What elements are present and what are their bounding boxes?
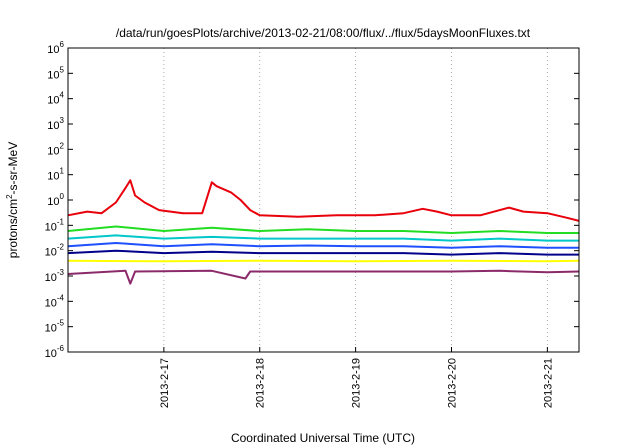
plot-frame bbox=[67, 47, 580, 353]
series-layer bbox=[67, 179, 580, 285]
x-tick-label: 2013-2-20 bbox=[446, 358, 458, 408]
x-axis-label: Coordinated Universal Time (UTC) bbox=[231, 431, 415, 445]
series-line-0 bbox=[67, 179, 580, 222]
x-tick-label: 2013-2-18 bbox=[255, 358, 267, 408]
x-axis: 2013-2-17 2013-2-18 2013-2-19 2013-2-20 2013… bbox=[159, 347, 554, 408]
series-line-6 bbox=[67, 269, 580, 285]
y-tick-label: 102 bbox=[47, 141, 64, 157]
y-tick-label: 105 bbox=[47, 65, 64, 81]
y-tick-label: 10-4 bbox=[45, 293, 65, 309]
y-tick-label: 10-6 bbox=[45, 344, 65, 360]
y-tick-label: 101 bbox=[47, 167, 64, 183]
grid bbox=[163, 48, 548, 352]
series-line-2 bbox=[67, 234, 579, 242]
y-axis-label-base: protons/cm bbox=[6, 199, 20, 258]
series-line-4 bbox=[67, 249, 579, 256]
x-tick-label: 2013-2-21 bbox=[542, 358, 554, 408]
y-tick-label: 10-1 bbox=[45, 217, 65, 233]
y-tick-label: 10-2 bbox=[45, 243, 65, 259]
x-tick-label: 2013-2-17 bbox=[159, 358, 171, 408]
y-tick-label: 100 bbox=[47, 192, 64, 208]
y-axis-label-rest: -s-sr-MeV bbox=[6, 142, 20, 195]
y-tick-label: 103 bbox=[47, 116, 64, 132]
y-axis: 10-6 10-5 10-4 10-3 10-2 10-1 100 101 102 103 104 1… bbox=[45, 40, 579, 360]
x-tick-label: 2013-2-19 bbox=[351, 358, 363, 408]
y-tick-label: 106 bbox=[47, 40, 64, 56]
series-line-1 bbox=[67, 225, 579, 234]
series-line-3 bbox=[67, 242, 579, 249]
chart-title: /data/run/goesPlots/archive/2013-02-21/0… bbox=[116, 26, 531, 40]
y-tick-label: 104 bbox=[47, 91, 64, 107]
y-axis-label-sup: 2 bbox=[5, 194, 14, 199]
y-tick-label: 10-5 bbox=[45, 319, 65, 335]
y-axis-label: protons/cm2-s-sr-MeV bbox=[5, 142, 20, 258]
y-tick-label: 10-3 bbox=[45, 268, 65, 284]
series-line-5 bbox=[67, 259, 580, 263]
